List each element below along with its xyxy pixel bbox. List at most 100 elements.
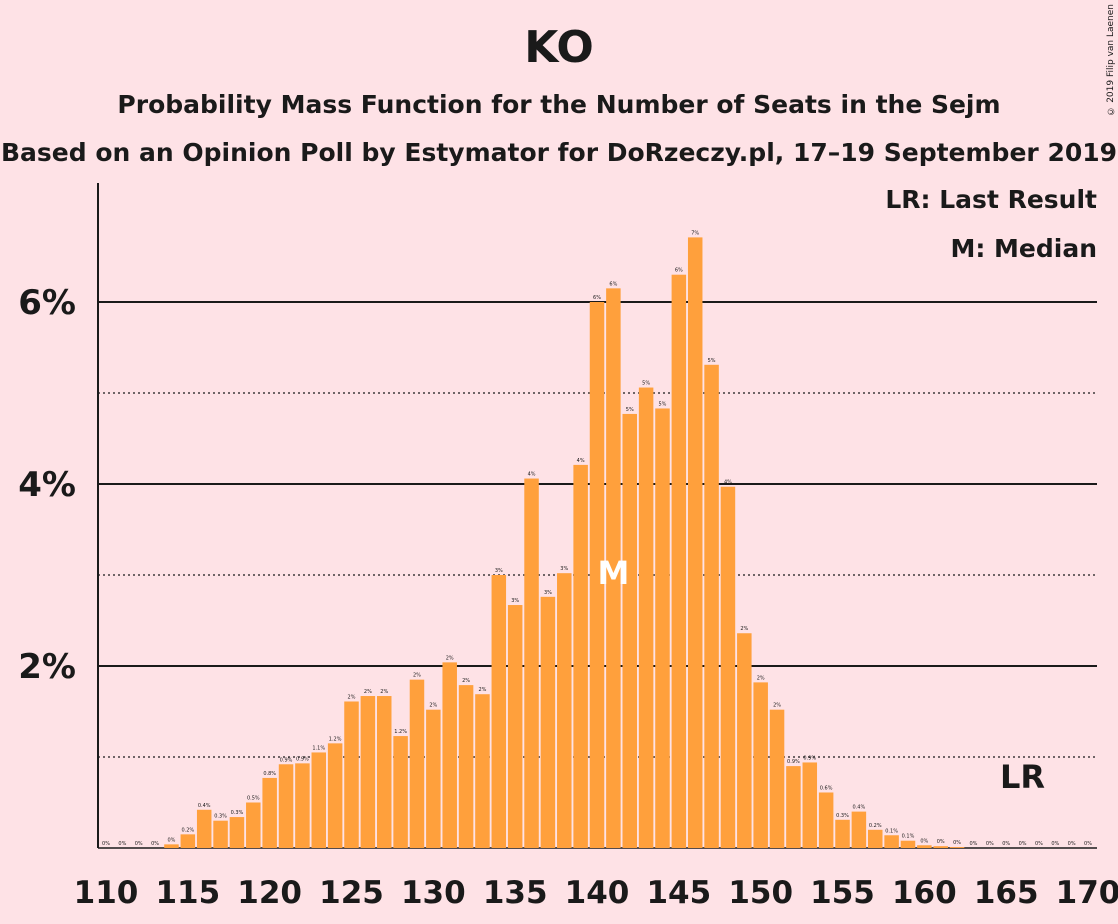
- bar: [229, 817, 245, 848]
- bar: [524, 478, 539, 848]
- bar-data-label: 2%: [478, 687, 486, 693]
- bar-data-label: 0%: [937, 839, 945, 845]
- bar-data-label: 0%: [1002, 841, 1010, 847]
- bar: [687, 237, 703, 848]
- x-tick-label: 165: [974, 875, 1039, 911]
- bar-data-label: 5%: [642, 381, 650, 387]
- bar-data-label: 2%: [740, 626, 748, 632]
- bar: [311, 752, 327, 848]
- x-tick-label: 120: [237, 875, 302, 911]
- last-result-marker: LR: [1000, 758, 1045, 796]
- bar-data-label: 1.1%: [312, 745, 325, 751]
- bar-data-label: 0.6%: [820, 785, 833, 791]
- median-marker: M: [597, 554, 629, 592]
- bar: [540, 596, 556, 848]
- bar-data-label: 2%: [462, 678, 470, 684]
- bar: [720, 486, 736, 848]
- bar-data-label: 0.9%: [280, 757, 293, 763]
- bar-data-label: 0%: [135, 841, 143, 847]
- bar: [851, 811, 867, 848]
- x-tick-label: 125: [319, 875, 384, 911]
- bar-data-label: 0.3%: [214, 814, 227, 820]
- bar-data-label: 4%: [724, 480, 732, 486]
- x-tick-label: 130: [401, 875, 466, 911]
- bar: [196, 809, 212, 848]
- bar: [376, 696, 392, 848]
- bar-data-label: 5%: [659, 401, 667, 407]
- bars: [164, 237, 965, 849]
- bar-data-label: 4%: [528, 472, 536, 478]
- bar-data-label: 0%: [969, 841, 977, 847]
- bar-data-label: 0%: [167, 837, 175, 843]
- bar-data-label: 0.2%: [869, 823, 882, 829]
- x-tick-label: 115: [155, 875, 220, 911]
- bar: [867, 829, 883, 848]
- bar-data-label: 0.9%: [787, 759, 800, 765]
- bar: [589, 302, 605, 848]
- bar-data-label: 0%: [1035, 841, 1043, 847]
- bar: [769, 709, 785, 848]
- x-tick-label: 135: [483, 875, 548, 911]
- bar: [426, 709, 441, 848]
- bar-data-label: 0.2%: [181, 827, 194, 833]
- x-tick-label: 145: [646, 875, 711, 911]
- bar-data-label: 5%: [708, 358, 716, 364]
- bar: [753, 682, 768, 848]
- bar: [900, 840, 916, 848]
- bar-data-label: 2%: [757, 675, 765, 681]
- bar: [573, 464, 588, 848]
- bar-data-label: 0%: [102, 841, 110, 847]
- bar: [884, 835, 899, 848]
- x-tick-label: 160: [892, 875, 957, 911]
- bar-data-label: 0.1%: [902, 834, 915, 840]
- bar-data-label: 0.9%: [803, 755, 816, 761]
- bar-data-label: 3%: [495, 568, 503, 574]
- bar: [409, 679, 425, 848]
- bar-data-label: 2%: [380, 689, 388, 695]
- bar: [327, 743, 343, 848]
- bar: [818, 792, 834, 848]
- bar: [638, 387, 654, 848]
- y-tick-label: 4%: [18, 465, 76, 505]
- bar-data-label: 6%: [675, 268, 683, 274]
- bar-data-label: 1.2%: [394, 729, 407, 735]
- chart-title: KO: [524, 22, 594, 73]
- bar-data-label: 2%: [348, 694, 356, 700]
- chart-subtitle: Probability Mass Function for the Number…: [117, 90, 1001, 119]
- legend-last-result: LR: Last Result: [885, 185, 1097, 214]
- bar-data-label: 0.4%: [198, 803, 211, 809]
- bar: [835, 819, 850, 848]
- bar-data-label: 4%: [577, 458, 585, 464]
- bar-data-label: 0.8%: [263, 771, 276, 777]
- bar-labels: 0% 0% 0% 0%0%0.2%0.4%0.3%0.3%0.5%0.8%0.9% 0.…: [102, 230, 1092, 847]
- bar-data-label: 0.5%: [247, 796, 260, 802]
- chart-subtitle-source: Based on an Opinion Poll by Estymator fo…: [0, 138, 1118, 167]
- bar-data-label: 2%: [429, 703, 437, 709]
- bar: [458, 685, 474, 848]
- bar-data-label: 0%: [1019, 841, 1027, 847]
- bar-data-label: 1.2%: [329, 736, 342, 742]
- x-tick-label: 155: [810, 875, 875, 911]
- bar: [671, 274, 687, 848]
- bar-data-label: 0%: [118, 841, 126, 847]
- bar-data-label: 2%: [413, 673, 421, 679]
- bar: [393, 736, 408, 848]
- bar-data-label: 3%: [511, 598, 519, 604]
- bar-data-label: 2%: [773, 703, 781, 709]
- bar: [507, 605, 523, 848]
- bar-data-label: 0.1%: [885, 828, 898, 834]
- bar: [949, 847, 965, 848]
- bar: [246, 802, 261, 848]
- bar: [344, 701, 359, 848]
- bar-data-label: 0%: [986, 841, 994, 847]
- x-axis-ticks: 110 115 120 125 130 135 140 145 150 155 160 165 170: [74, 875, 1118, 911]
- bar: [917, 845, 932, 848]
- bar-data-label: 0%: [1051, 841, 1059, 847]
- x-tick-label: 110: [74, 875, 139, 911]
- bar: [491, 575, 507, 848]
- bar: [557, 573, 572, 848]
- bar-data-label: 0%: [1084, 841, 1092, 847]
- y-axis-ticks: 2% 4% 6%: [18, 283, 76, 687]
- y-tick-label: 2%: [18, 647, 76, 687]
